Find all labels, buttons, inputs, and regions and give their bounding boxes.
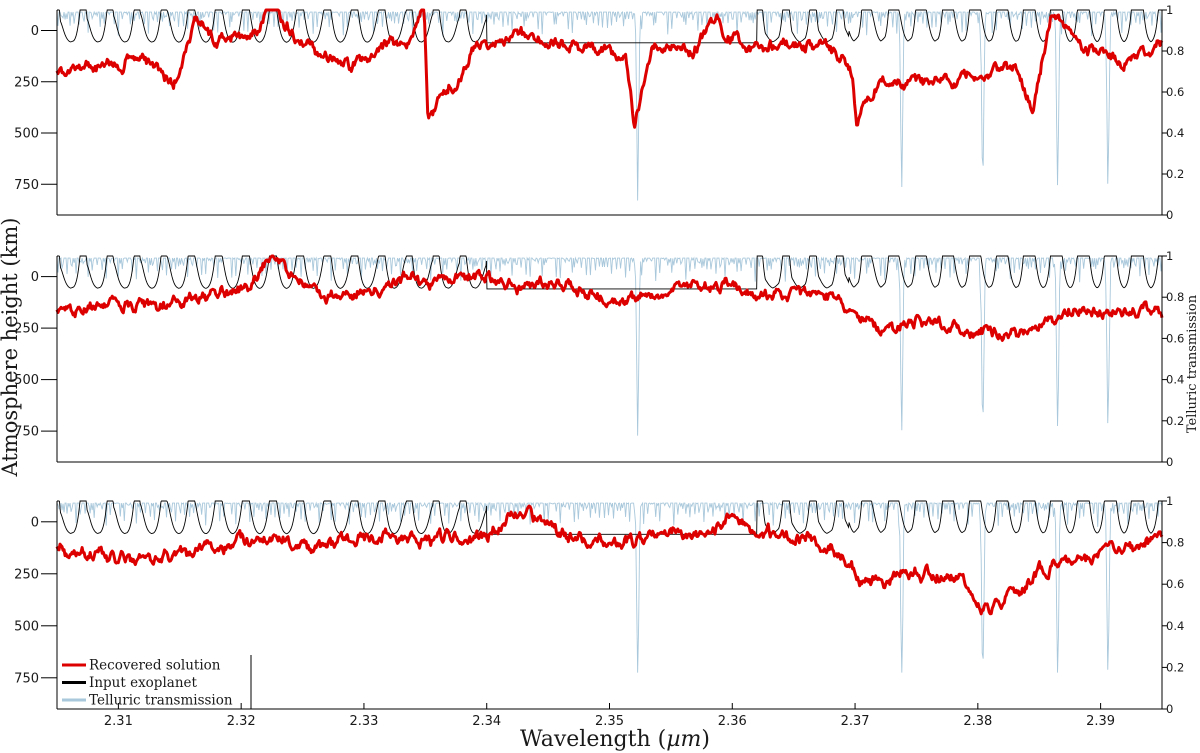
telluric-transmission-line-panel-1	[56, 10, 1163, 201]
y-axis-left-title: Atmosphere height (km)	[0, 218, 22, 478]
y-right-tick-label: 1	[1166, 3, 1173, 17]
recovered-solution-line-panel-3	[55, 504, 1164, 616]
y-axis-right-title: Telluric transmission	[1185, 294, 1200, 433]
y-left-tick-label: 500	[14, 127, 39, 142]
input-exoplanet-line-panel-1	[57, 9, 1162, 44]
y-right-tick-label: 0.4	[1166, 619, 1184, 633]
y-left-tick-label: 500	[14, 373, 39, 388]
panel-1: 0 250 500 750 0 0.2 0.4 0.6 0.8 1	[14, 3, 1184, 222]
legend-label: Recovered solution	[89, 658, 221, 674]
y-left-tick-label: 250	[14, 322, 39, 337]
recovered-solution-line-panel-2	[55, 254, 1164, 342]
x-tick-label: 2.39	[1086, 714, 1115, 729]
x-tick-label: 2.33	[349, 714, 378, 729]
legend-label: Input exoplanet	[89, 675, 198, 691]
x-tick-label: 2.32	[227, 714, 256, 729]
x-axis-title-base: Wavelength (	[520, 727, 666, 752]
y-right-tick-label: 0.8	[1166, 536, 1184, 550]
y-left-tick-label: 750	[14, 671, 39, 686]
y-left-tick-label: 0	[31, 515, 39, 530]
x-tick-label: 2.36	[718, 714, 747, 729]
x-tick-label: 2.35	[595, 714, 624, 729]
y-right-tick-label: 0.4	[1166, 373, 1184, 387]
x-axis-title-unit: µm	[666, 727, 701, 752]
y-right-tick-label: 0.6	[1166, 331, 1184, 345]
y-right-tick-label: 0.8	[1166, 290, 1184, 304]
panels-layer: 0 250 500 750 0 0.2 0.4 0.6 0.8 1 0 250 500 750 0 0.2 0.…	[14, 3, 1184, 716]
y-right-tick-label: 0.2	[1166, 660, 1184, 674]
y-right-tick-label: 0.2	[1166, 167, 1184, 181]
x-tick-label: 2.34	[472, 714, 501, 729]
recovered-solution-line-panel-1	[55, 8, 1164, 129]
y-right-tick-label: 0.2	[1166, 414, 1184, 428]
y-right-tick-label: 0	[1166, 208, 1173, 222]
y-left-tick-label: 750	[14, 425, 39, 440]
y-right-tick-label: 0.6	[1166, 577, 1184, 591]
y-left-tick-label: 0	[31, 24, 39, 39]
y-right-tick-label: 0.4	[1166, 126, 1184, 140]
x-axis-tick-labels: 2.31 2.32 2.33 2.34 2.35 2.36 2.37 2.38 2.39	[104, 703, 1115, 729]
panel-2: 0 250 500 750 0 0.2 0.4 0.6 0.8 1	[14, 249, 1184, 469]
x-axis-title: Wavelength (µm)	[520, 727, 710, 752]
y-left-tick-label: 0	[31, 270, 39, 285]
y-left-tick-label: 750	[14, 178, 39, 193]
x-tick-label: 2.31	[104, 714, 133, 729]
y-left-tick-label: 250	[14, 75, 39, 90]
telluric-transmission-line-panel-3	[56, 501, 1163, 673]
legend-label: Telluric transmission	[89, 693, 233, 709]
y-right-tick-label: 1	[1166, 249, 1173, 263]
y-right-tick-label: 0.6	[1166, 85, 1184, 99]
telluric-transmission-line-panel-2	[56, 256, 1163, 436]
x-tick-label: 2.37	[841, 714, 870, 729]
y-right-tick-label: 0	[1166, 702, 1173, 716]
y-left-tick-label: 500	[14, 619, 39, 634]
y-left-tick-label: 250	[14, 567, 39, 582]
input-exoplanet-line-panel-2	[57, 255, 1162, 290]
y-right-tick-label: 0	[1166, 455, 1173, 469]
input-exoplanet-line-panel-3	[57, 500, 1162, 535]
x-axis-title-close: )	[701, 727, 710, 752]
y-right-tick-label: 1	[1166, 494, 1173, 508]
x-tick-label: 2.38	[963, 714, 992, 729]
y-right-tick-label: 0.8	[1166, 44, 1184, 58]
